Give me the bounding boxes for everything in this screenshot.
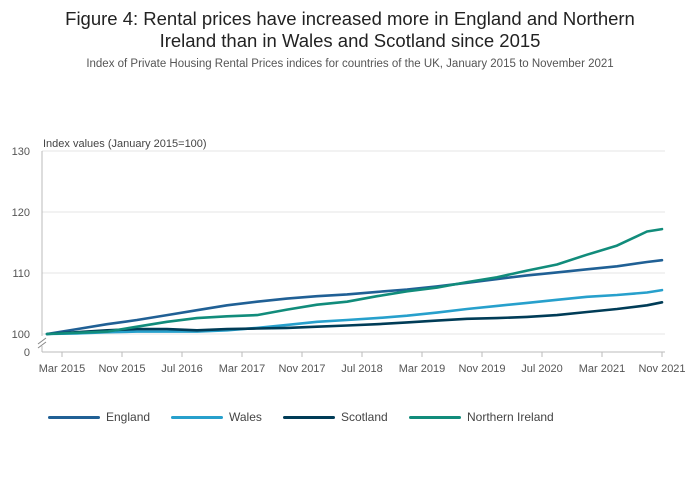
chart-subtitle: Index of Private Housing Rental Prices i… [86, 58, 614, 70]
legend-swatch-england [48, 415, 100, 419]
legend-swatch-scotland [283, 415, 335, 419]
chart-title-line-2: Ireland than in Wales and Scotland since… [159, 30, 541, 51]
x-tick-label-4: Nov 2017 [278, 363, 325, 375]
legend-label-england: England [106, 410, 151, 424]
x-tick-label-0: Mar 2015 [39, 363, 85, 375]
line-chart: 0 100 110 120 130 Index values (January 2015=… [12, 138, 686, 375]
x-tick-label-10: Nov 2021 [638, 363, 685, 375]
y-tick-label-120: 120 [12, 207, 30, 219]
axis-break-mark-bottom [37, 341, 47, 349]
series-line-wales[interactable] [45, 288, 664, 336]
y-tick-label-130: 130 [12, 146, 30, 158]
y-tick-label-110: 110 [12, 268, 30, 280]
series-layer [45, 227, 664, 336]
legend-item-scotland[interactable]: Scotland [283, 406, 388, 428]
y-axis-label: Index values (January 2015=100) [43, 138, 207, 150]
legend-label-scotland: Scotland [341, 410, 388, 424]
x-tick-label-3: Mar 2017 [219, 363, 265, 375]
x-tick-label-8: Jul 2020 [521, 363, 563, 375]
axis-break-mark-top [37, 337, 47, 345]
x-tick-label-5: Jul 2018 [341, 363, 383, 375]
legend-item-northern-ireland[interactable]: Northern Ireland [409, 406, 554, 428]
x-tick-label-1: Nov 2015 [98, 363, 145, 375]
legend-item-wales[interactable]: Wales [171, 406, 262, 428]
x-tick-label-7: Nov 2019 [458, 363, 505, 375]
series-line-northern-ireland[interactable] [45, 227, 664, 336]
axis-layer: 0 100 110 120 130 Index values (January 2015=… [12, 138, 686, 375]
x-tick-label-2: Jul 2016 [161, 363, 203, 375]
grid-layer [42, 150, 665, 335]
legend-label-northern-ireland: Northern Ireland [467, 410, 554, 424]
y-tick-label-100: 100 [12, 329, 30, 341]
series-line-scotland[interactable] [45, 300, 664, 336]
series-line-england[interactable] [45, 258, 664, 336]
x-tick-label-9: Mar 2021 [579, 363, 625, 375]
legend-swatch-wales [171, 415, 223, 419]
x-tick-label-6: Mar 2019 [399, 363, 445, 375]
chart-title-line-1: Figure 4: Rental prices have increased m… [65, 8, 635, 29]
legend-swatch-northern-ireland [409, 415, 461, 419]
y-tick-label-0: 0 [24, 347, 30, 359]
legend-item-england[interactable]: England [48, 406, 150, 428]
chart-title: Figure 4: Rental prices have increased m… [0, 8, 700, 52]
chart-legend: England Wales Scotland Northern Ireland [0, 406, 700, 428]
legend-label-wales: Wales [229, 410, 262, 424]
